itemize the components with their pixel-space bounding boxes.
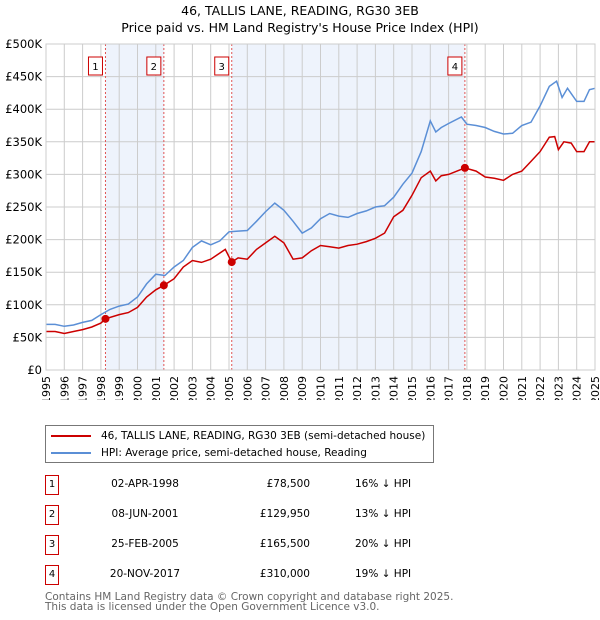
x-tick-label: 2007 bbox=[260, 376, 273, 400]
sale-date: 08-JUN-2001 bbox=[111, 508, 179, 520]
sale-row: 1 02-APR-1998 £78,500 16% ↓ HPI bbox=[45, 475, 465, 495]
sale-label: 1 bbox=[87, 56, 103, 76]
x-tick-label: 2012 bbox=[351, 376, 364, 400]
y-tick-label: £400K bbox=[5, 102, 42, 116]
x-tick-label: 2004 bbox=[205, 376, 218, 400]
x-tick-label: 2006 bbox=[241, 376, 254, 400]
x-tick-label: 2023 bbox=[552, 376, 565, 400]
y-tick-label: £350K bbox=[5, 135, 42, 149]
x-tick-label: 2016 bbox=[424, 376, 437, 400]
sale-hpi-diff: 13% ↓ HPI bbox=[355, 508, 412, 520]
chart-title: 46, TALLIS LANE, READING, RG30 3EB bbox=[181, 3, 419, 18]
y-tick-label: £200K bbox=[5, 233, 42, 247]
x-tick-label: 2010 bbox=[315, 376, 328, 400]
sale-row: 4 20-NOV-2017 £310,000 19% ↓ HPI bbox=[45, 565, 465, 585]
sale-label-number: 1 bbox=[92, 62, 98, 73]
sale-price: £310,000 bbox=[259, 568, 310, 580]
x-tick-label: 2024 bbox=[571, 376, 584, 400]
legend-hpi-swatch bbox=[51, 452, 91, 454]
legend: 46, TALLIS LANE, READING, RG30 3EB (semi… bbox=[45, 425, 434, 463]
legend-property-swatch bbox=[51, 435, 91, 437]
x-tick-label: 2018 bbox=[461, 376, 474, 400]
sale-hpi-diff: 20% ↓ HPI bbox=[355, 538, 412, 550]
sale-label-box bbox=[214, 56, 230, 76]
y-tick-label: £100K bbox=[5, 298, 42, 312]
x-tick-label: 2013 bbox=[369, 376, 382, 400]
x-tick-label: 2017 bbox=[443, 376, 456, 400]
sale-date: 20-NOV-2017 bbox=[109, 568, 181, 580]
x-tick-label: 1995 bbox=[40, 376, 53, 400]
sale-hpi-diff: 19% ↓ HPI bbox=[355, 568, 412, 580]
x-tick-label: 2015 bbox=[406, 376, 419, 400]
sale-date: 25-FEB-2005 bbox=[111, 538, 179, 550]
x-tick-label: 1999 bbox=[113, 376, 126, 400]
y-tick-label: £500K bbox=[5, 37, 42, 51]
y-tick-label: £250K bbox=[5, 200, 42, 214]
sale-price: £165,500 bbox=[259, 538, 310, 550]
x-tick-label: 2014 bbox=[388, 376, 401, 400]
sale-marker: 2 bbox=[45, 505, 59, 525]
x-tick-label: 2020 bbox=[498, 376, 511, 400]
sale-price: £129,950 bbox=[259, 508, 310, 520]
y-tick-label: £450K bbox=[5, 70, 42, 84]
x-tick-label: 2022 bbox=[534, 376, 547, 400]
x-tick-label: 2019 bbox=[479, 376, 492, 400]
x-tick-label: 2003 bbox=[186, 376, 199, 400]
sale-label-box bbox=[146, 56, 162, 76]
x-tick-label: 2002 bbox=[168, 376, 181, 400]
x-tick-label: 1998 bbox=[95, 376, 108, 400]
series-line bbox=[46, 80, 596, 328]
y-tick-label: £50K bbox=[13, 330, 43, 344]
sale-marker: 1 bbox=[45, 475, 59, 495]
x-tick-label: 1997 bbox=[77, 376, 90, 400]
series-line bbox=[46, 135, 595, 335]
plot-border bbox=[45, 43, 596, 371]
y-tick-label: £300K bbox=[5, 167, 42, 181]
x-tick-label: 2021 bbox=[516, 376, 529, 400]
sale-point bbox=[227, 258, 236, 267]
x-tick-label: 2009 bbox=[296, 376, 309, 400]
x-tick-label: 2001 bbox=[150, 376, 163, 400]
sale-point bbox=[101, 314, 110, 323]
sale-row: 2 08-JUN-2001 £129,950 13% ↓ HPI bbox=[45, 505, 465, 525]
legend-property-label: 46, TALLIS LANE, READING, RG30 3EB (semi… bbox=[101, 430, 426, 442]
sale-label: 4 bbox=[447, 56, 463, 76]
y-tick-label: £0 bbox=[27, 363, 42, 377]
y-tick-label: £150K bbox=[5, 265, 42, 279]
x-tick-label: 1996 bbox=[58, 376, 71, 400]
sale-price: £78,500 bbox=[266, 478, 310, 490]
chart-subtitle: Price paid vs. HM Land Registry's House … bbox=[121, 20, 479, 35]
legend-hpi-label: HPI: Average price, semi-detached house,… bbox=[101, 447, 367, 459]
sale-hpi-diff: 16% ↓ HPI bbox=[355, 478, 412, 490]
sale-label: 3 bbox=[214, 56, 230, 76]
sale-label-number: 2 bbox=[151, 62, 157, 73]
x-tick-label: 2000 bbox=[132, 376, 145, 400]
sale-date: 02-APR-1998 bbox=[111, 478, 179, 490]
footer-copyright: Contains HM Land Registry data © Crown c… bbox=[45, 591, 454, 603]
sale-label-number: 4 bbox=[452, 62, 458, 73]
footer-licence: This data is licensed under the Open Gov… bbox=[45, 601, 380, 613]
sale-label-number: 3 bbox=[219, 62, 225, 73]
sale-point bbox=[159, 281, 168, 290]
x-tick-label: 2005 bbox=[223, 376, 236, 400]
sale-marker: 3 bbox=[45, 535, 59, 555]
price-chart: 1995 1996 1997 1998 1999 2000 2001 2002 2003 2004… bbox=[5, 37, 600, 400]
x-tick-label: 2011 bbox=[333, 376, 346, 400]
x-tick-label: 2025 bbox=[589, 376, 600, 400]
sale-label-box bbox=[447, 56, 463, 76]
sale-point bbox=[460, 163, 469, 172]
x-tick-label: 2008 bbox=[278, 376, 291, 400]
sale-marker: 4 bbox=[45, 565, 59, 585]
sale-label-box bbox=[87, 56, 103, 76]
sale-label: 2 bbox=[146, 56, 162, 76]
sale-row: 3 25-FEB-2005 £165,500 20% ↓ HPI bbox=[45, 535, 465, 555]
